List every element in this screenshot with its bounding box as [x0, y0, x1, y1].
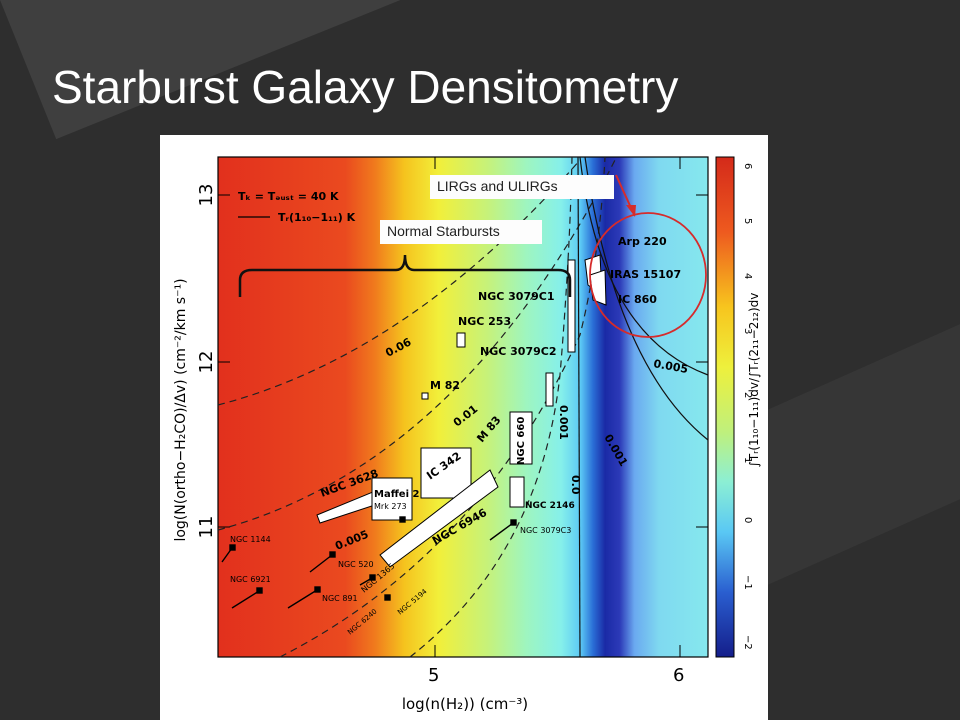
svg-text:6: 6 [742, 163, 753, 169]
svg-text:0: 0 [742, 517, 753, 523]
plot-frame [217, 156, 709, 658]
label-iras15107: IRAS 15107 [610, 268, 681, 281]
contour-label-0.001: 0.001 [557, 405, 570, 440]
label-ngc3079c3: NGC 3079C3 [520, 526, 571, 535]
y-tick-11: 11 [196, 516, 217, 539]
y-tick-13: 13 [196, 184, 217, 207]
svg-text:2: 2 [742, 392, 753, 398]
label-ngc520: NGC 520 [338, 560, 374, 569]
y-tick-12: 12 [196, 351, 217, 374]
lirg-highlight-ellipse [589, 212, 707, 338]
label-m82: M 82 [430, 379, 460, 392]
galaxy-markers [221, 516, 517, 609]
label-ngc3079c2: NGC 3079C2 [480, 345, 556, 358]
svg-text:3: 3 [742, 328, 753, 334]
colorbar [715, 156, 735, 658]
legend-line1: Tₖ = Tₔᵤₛₜ = 40 K [238, 190, 339, 203]
x-tick-6: 6 [673, 665, 684, 686]
label-ngc2146: NGC 2146 [525, 501, 575, 511]
x-axis-label: log(n(H₂)) (cm⁻³) [402, 695, 528, 713]
svg-text:5: 5 [742, 218, 753, 224]
x-tick-5: 5 [428, 665, 439, 686]
label-ngc253: NGC 253 [458, 315, 511, 328]
contour-label-0.0: 0.0 [569, 475, 582, 495]
label-ngc1144: NGC 1144 [230, 535, 271, 544]
label-mrk273: Mrk 273 [374, 502, 407, 511]
figure-panel: Tₖ = Tₔᵤₛₜ = 40 K Tᵣ(1₁₀−1₁₁) K 0.0 6 0.0… [160, 135, 768, 720]
label-ngc6921: NGC 6921 [230, 575, 271, 584]
label-maffei2: Maffei 2 [374, 489, 419, 500]
y-axis-label: log(N(ortho−H₂CO)/Δv) (cm⁻²/km s⁻¹) [173, 278, 189, 541]
svg-text:4: 4 [742, 273, 753, 279]
contour-label-right-0.005: 0.005 [652, 357, 689, 376]
normal-starbursts-callout: Normal Starbursts [380, 220, 542, 244]
axis-ticks [218, 157, 708, 657]
label-ngc3079c1: NGC 3079C1 [478, 290, 554, 303]
slide-title: Starburst Galaxy Densitometry [52, 61, 679, 113]
label-arp220: Arp 220 [618, 235, 667, 248]
svg-text:1: 1 [742, 457, 753, 463]
svg-text:−1: −1 [742, 575, 753, 590]
label-ngc660: NGC 660 [516, 417, 527, 465]
label-ic860: IC 860 [618, 293, 657, 306]
legend-line2: Tᵣ(1₁₀−1₁₁) K [278, 211, 356, 224]
colorbar-label: ∫Tᵣ(1₁₀−1₁₁)dv/∫Tᵣ(2₁₁−2₁₂)dv [747, 293, 761, 468]
galaxy-boxes [316, 254, 607, 568]
lirgs-callout: LIRGs and ULIRGs [430, 175, 614, 199]
solid-contours [577, 156, 709, 658]
normal-starbursts-brace [238, 254, 572, 297]
colorbar-ticks: 6 5 4 3 2 1 0 −1 −2 [742, 163, 753, 650]
label-ngc891: NGC 891 [322, 594, 358, 603]
svg-text:−2: −2 [742, 635, 753, 650]
lirg-pointer-arrow [615, 174, 633, 211]
lirg-arrow-head [626, 205, 636, 217]
